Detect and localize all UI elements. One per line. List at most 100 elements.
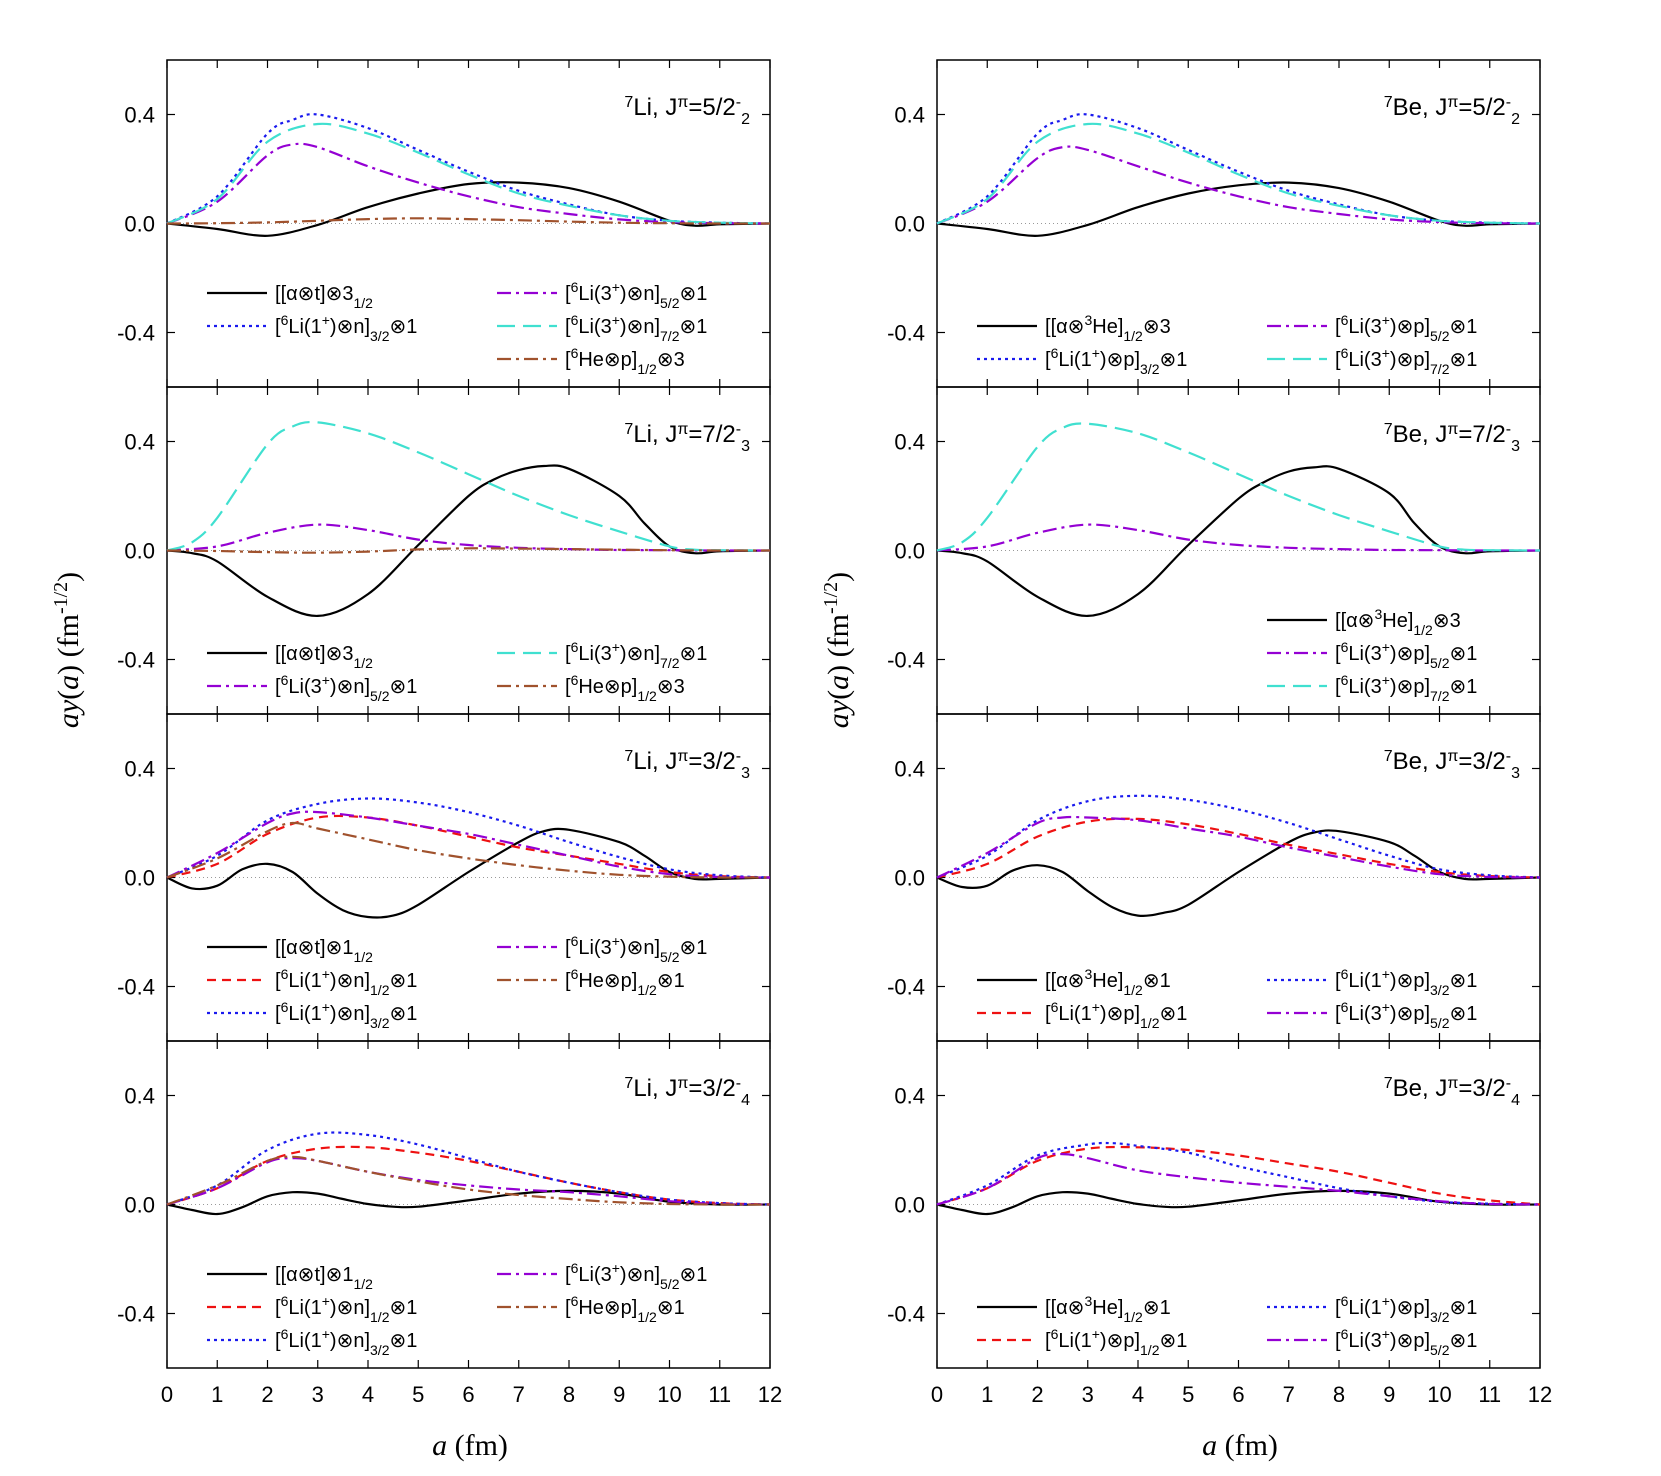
legend-label: [6Li(3+)⊗p]7/2⊗1	[1335, 672, 1477, 704]
y-axis-label-left: ay(a) (fm-1/2)	[50, 572, 85, 728]
y-tick-label: 0.0	[124, 866, 155, 891]
y-tick-label: 0.4	[894, 430, 925, 455]
y-tick-label: -0.4	[887, 975, 925, 1000]
series-line-1	[166, 181, 771, 237]
y-tick-label: 0.4	[124, 103, 155, 128]
x-tick-label: 10	[657, 1382, 681, 1407]
x-tick-label: 3	[1082, 1382, 1094, 1407]
legend-label: [6Li(3+)⊗n]5/2⊗1	[565, 279, 707, 311]
series-line-1	[936, 181, 1541, 237]
series-line-4	[166, 810, 771, 879]
legend-label: [6Li(1+)⊗p]1/2⊗1	[1045, 1326, 1187, 1358]
series-line-1	[936, 465, 1541, 618]
legend-label: [6He⊗p]1/2⊗3	[565, 672, 685, 704]
legend-label: [[α⊗t]⊗11/2	[275, 1264, 373, 1292]
x-tick-label: 7	[513, 1382, 525, 1407]
series-line-1	[936, 829, 1541, 917]
panel-title: 7Li, Jπ=3/2-4	[624, 1075, 750, 1109]
legend-label: [6Li(1+)⊗n]3/2⊗1	[275, 999, 417, 1031]
legend-label: [[α⊗t]⊗11/2	[275, 937, 373, 965]
series-line-2	[936, 1145, 1541, 1206]
legend-label: [6Li(1+)⊗p]3/2⊗1	[1045, 345, 1187, 377]
x-axis-label-right: a (fm)	[1202, 1429, 1278, 1462]
series-line-3	[936, 145, 1541, 225]
x-tick-label: 1	[981, 1382, 993, 1407]
series-line-4	[936, 815, 1541, 879]
x-tick-label: 6	[1232, 1382, 1244, 1407]
series-line-2	[166, 113, 771, 225]
x-tick-label: 2	[261, 1382, 273, 1407]
panel-title: 7Be, Jπ=3/2-3	[1384, 748, 1520, 782]
panel-title: 7Be, Jπ=5/2-2	[1384, 94, 1520, 128]
series-line-3	[166, 420, 771, 552]
series-line-2	[166, 523, 770, 552]
y-tick-label: 0.4	[124, 430, 155, 455]
x-tick-label: 8	[563, 1382, 575, 1407]
x-tick-label: 9	[613, 1382, 625, 1407]
x-tick-label: 4	[1132, 1382, 1144, 1407]
y-tick-label: 0.0	[124, 539, 155, 564]
panel-title: 7Li, Jπ=7/2-3	[624, 421, 750, 455]
x-tick-label: 3	[312, 1382, 324, 1407]
y-tick-label: -0.4	[117, 321, 155, 346]
y-tick-label: 0.4	[124, 757, 155, 782]
series-line-3	[936, 422, 1541, 552]
legend-label: [[α⊗3He]1/2⊗1	[1045, 1293, 1171, 1325]
series-line-3	[166, 142, 771, 225]
y-tick-label: -0.4	[117, 648, 155, 673]
series-line-4	[166, 122, 771, 225]
legend-label: [6Li(3+)⊗n]5/2⊗1	[275, 672, 417, 704]
series-line-2	[936, 817, 1541, 879]
x-tick-label: 5	[1182, 1382, 1194, 1407]
x-tick-label: 0	[161, 1382, 173, 1407]
x-tick-label: 11	[708, 1382, 731, 1407]
legend-label: [6Li(3+)⊗n]5/2⊗1	[565, 933, 707, 965]
y-tick-label: 0.0	[894, 212, 925, 237]
series-line-3	[936, 794, 1541, 879]
legend-label: [6Li(1+)⊗n]3/2⊗1	[275, 1326, 417, 1358]
y-tick-label: 0.4	[894, 103, 925, 128]
y-tick-label: -0.4	[887, 321, 925, 346]
y-tick-label: 0.4	[894, 757, 925, 782]
y-tick-label: 0.4	[124, 1084, 155, 1109]
x-tick-label: 12	[1528, 1382, 1552, 1407]
series-line-4	[936, 122, 1541, 225]
legend-label: [[α⊗t]⊗31/2	[275, 643, 373, 671]
series-line-2	[936, 523, 1540, 552]
x-tick-label: 2	[1031, 1382, 1043, 1407]
legend-label: [6Li(3+)⊗p]5/2⊗1	[1335, 1326, 1477, 1358]
legend-label: [6Li(3+)⊗n]5/2⊗1	[565, 1260, 707, 1292]
x-tick-label: 6	[462, 1382, 474, 1407]
x-tick-label: 8	[1333, 1382, 1345, 1407]
y-tick-label: -0.4	[117, 1302, 155, 1327]
x-tick-label: 10	[1427, 1382, 1451, 1407]
legend-label: [6He⊗p]1/2⊗3	[565, 345, 685, 377]
y-tick-label: -0.4	[887, 1302, 925, 1327]
x-axis-label-left: a (fm)	[432, 1429, 508, 1462]
x-tick-label: 11	[1478, 1382, 1501, 1407]
panel-title: 7Li, Jπ=3/2-3	[624, 748, 750, 782]
series-line-4	[166, 1157, 771, 1206]
series-line-1	[936, 1189, 1541, 1216]
series-line-5	[166, 821, 771, 879]
panel-3: 0.4 0.0 -0.4 7Li, Jπ=7/2-3 [[α⊗t]⊗31/2[6Li(3…	[117, 386, 771, 715]
legend-label: [[α⊗t]⊗31/2	[275, 283, 373, 311]
series-line-2	[166, 814, 771, 879]
y-tick-label: -0.4	[887, 648, 925, 673]
x-tick-label: 12	[758, 1382, 782, 1407]
y-tick-label: 0.0	[124, 212, 155, 237]
legend-label: [6He⊗p]1/2⊗1	[565, 1293, 685, 1325]
legend-label: [6Li(3+)⊗p]7/2⊗1	[1335, 345, 1477, 377]
y-tick-label: 0.0	[894, 1193, 925, 1218]
series-line-1	[166, 464, 771, 618]
x-tick-label: 7	[1283, 1382, 1295, 1407]
series-line-2	[936, 113, 1541, 225]
x-tick-label: 9	[1383, 1382, 1395, 1407]
panel-1: 0.4 0.0 -0.4 7Li, Jπ=5/2-2 [[α⊗t]⊗31/2[6Li(1…	[117, 59, 771, 388]
